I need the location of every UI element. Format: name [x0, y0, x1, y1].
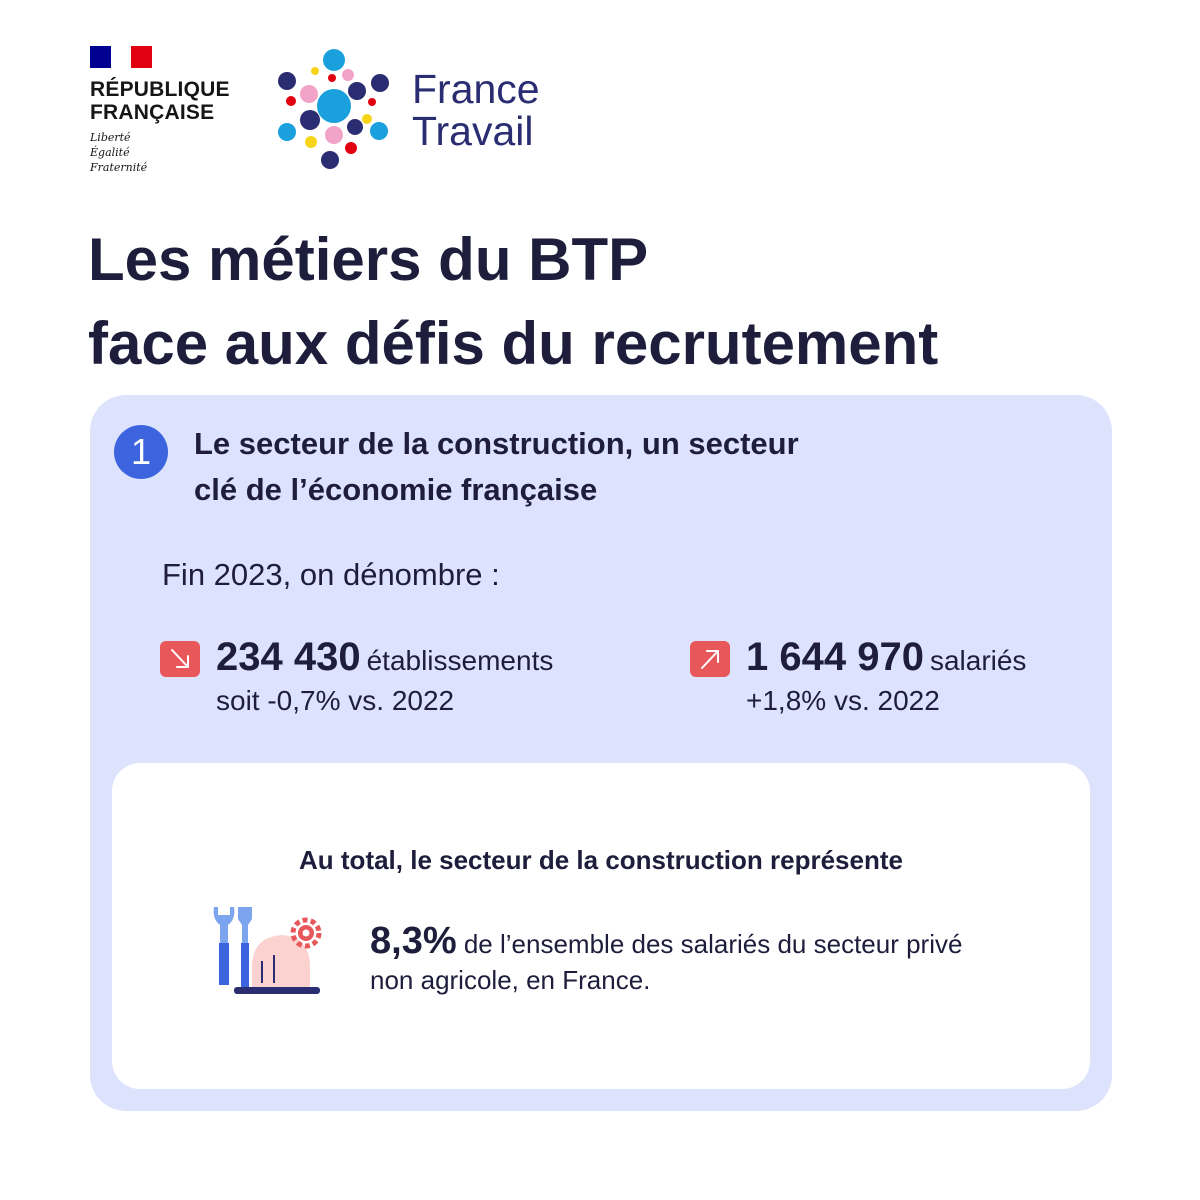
total-share-value: 8,3%: [370, 920, 457, 962]
total-heading: Au total, le secteur de la construction …: [299, 845, 903, 875]
rf-name-line1: RÉPUBLIQUE: [90, 78, 230, 101]
page-title-line1: Les métiers du BTP: [88, 226, 649, 293]
section-number-badge: 1: [114, 425, 168, 479]
rf-motto-liberte: Liberté: [90, 131, 131, 144]
ft-wordmark-line1: France: [412, 66, 540, 112]
republique-francaise-logo: RÉPUBLIQUE FRANÇAISE Liberté Égalité Fra…: [90, 46, 260, 175]
stat-employees-change: +1,8% vs. 2022: [746, 685, 940, 716]
page-title: Les métiers du BTP face aux défis du rec…: [88, 218, 938, 386]
bubbles-logo-icon: [278, 49, 389, 169]
section-intro: Fin 2023, on dénombre :: [162, 557, 500, 592]
rf-motto-egalite: Égalité: [90, 146, 130, 159]
rf-motto: Liberté Égalité Fraternité: [90, 130, 260, 175]
construction-tools-icon: [213, 907, 322, 994]
stat-establishments-unit: établissements: [366, 645, 554, 676]
arrow-up-right-icon: [690, 641, 730, 677]
section-title: Le secteur de la construction, un secteu…: [194, 421, 1054, 513]
page-title-line2: face aux défis du recrutement: [88, 310, 939, 377]
section-card: 1 Le secteur de la construction, un sect…: [90, 395, 1112, 1111]
rf-name-line2: FRANÇAISE: [90, 101, 215, 124]
stat-establishments-change: soit -0,7% vs. 2022: [216, 685, 455, 716]
ft-wordmark-line2: Travail: [412, 108, 534, 154]
french-flag-icon: [90, 46, 153, 68]
total-share-text: de l’ensemble des salariés du secteur pr…: [370, 929, 963, 995]
stat-employees-unit: salariés: [929, 645, 1027, 676]
total-panel: Au total, le secteur de la construction …: [112, 763, 1090, 1089]
total-share: 8,3% de l’ensemble des salariés du secte…: [370, 920, 1010, 998]
republique-francaise-name: RÉPUBLIQUE FRANÇAISE: [90, 78, 260, 124]
arrow-down-right-icon: [160, 641, 200, 677]
section-title-line2: clé de l’économie française: [194, 472, 598, 507]
stat-employees-value: 1 644 970: [746, 635, 924, 679]
section-title-line1: Le secteur de la construction, un secteu…: [194, 426, 799, 461]
rf-motto-fraternite: Fraternité: [90, 161, 148, 174]
france-travail-wordmark: France Travail: [412, 68, 540, 152]
stat-establishments-value: 234 430: [216, 635, 361, 679]
